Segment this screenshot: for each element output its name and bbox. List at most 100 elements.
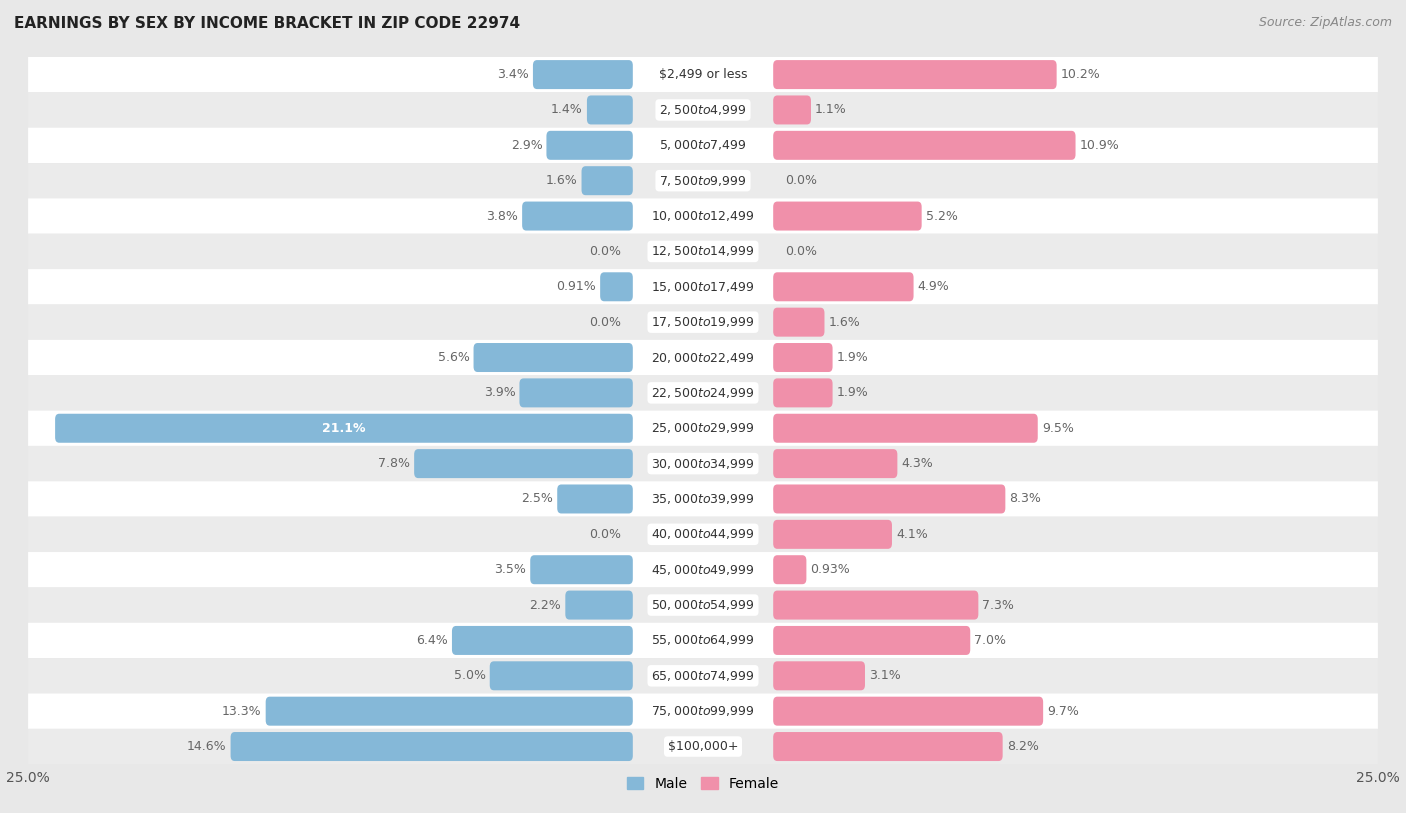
Text: $50,000 to $54,999: $50,000 to $54,999	[651, 598, 755, 612]
Text: 0.0%: 0.0%	[786, 174, 817, 187]
Text: Source: ZipAtlas.com: Source: ZipAtlas.com	[1258, 16, 1392, 29]
FancyBboxPatch shape	[28, 92, 1378, 128]
Text: 9.5%: 9.5%	[1042, 422, 1074, 435]
Text: 7.3%: 7.3%	[983, 598, 1014, 611]
FancyBboxPatch shape	[28, 623, 1378, 659]
Text: $7,500 to $9,999: $7,500 to $9,999	[659, 174, 747, 188]
Text: $17,500 to $19,999: $17,500 to $19,999	[651, 315, 755, 329]
FancyBboxPatch shape	[533, 60, 633, 89]
Legend: Male, Female: Male, Female	[621, 771, 785, 796]
FancyBboxPatch shape	[28, 481, 1378, 517]
Text: 8.3%: 8.3%	[1010, 493, 1042, 506]
Text: $55,000 to $64,999: $55,000 to $64,999	[651, 633, 755, 647]
Text: 13.3%: 13.3%	[222, 705, 262, 718]
FancyBboxPatch shape	[530, 555, 633, 585]
Text: 14.6%: 14.6%	[187, 740, 226, 753]
Text: 1.9%: 1.9%	[837, 351, 869, 364]
FancyBboxPatch shape	[773, 520, 891, 549]
Text: 1.9%: 1.9%	[837, 386, 869, 399]
Text: EARNINGS BY SEX BY INCOME BRACKET IN ZIP CODE 22974: EARNINGS BY SEX BY INCOME BRACKET IN ZIP…	[14, 16, 520, 31]
FancyBboxPatch shape	[565, 590, 633, 620]
FancyBboxPatch shape	[415, 449, 633, 478]
FancyBboxPatch shape	[266, 697, 633, 726]
Text: $65,000 to $74,999: $65,000 to $74,999	[651, 669, 755, 683]
FancyBboxPatch shape	[519, 378, 633, 407]
FancyBboxPatch shape	[773, 343, 832, 372]
Text: 7.8%: 7.8%	[378, 457, 411, 470]
Text: 6.4%: 6.4%	[416, 634, 449, 647]
Text: 3.5%: 3.5%	[495, 563, 526, 576]
FancyBboxPatch shape	[773, 307, 824, 337]
Text: 7.0%: 7.0%	[974, 634, 1007, 647]
FancyBboxPatch shape	[773, 485, 1005, 514]
Text: $20,000 to $22,499: $20,000 to $22,499	[651, 350, 755, 364]
FancyBboxPatch shape	[28, 517, 1378, 552]
FancyBboxPatch shape	[28, 446, 1378, 481]
Text: 10.9%: 10.9%	[1080, 139, 1119, 152]
FancyBboxPatch shape	[28, 729, 1378, 764]
FancyBboxPatch shape	[28, 587, 1378, 623]
Text: $30,000 to $34,999: $30,000 to $34,999	[651, 457, 755, 471]
Text: $10,000 to $12,499: $10,000 to $12,499	[651, 209, 755, 223]
Text: 0.93%: 0.93%	[810, 563, 851, 576]
FancyBboxPatch shape	[489, 661, 633, 690]
FancyBboxPatch shape	[557, 485, 633, 514]
FancyBboxPatch shape	[28, 411, 1378, 446]
FancyBboxPatch shape	[773, 555, 807, 585]
FancyBboxPatch shape	[28, 163, 1378, 198]
Text: 5.0%: 5.0%	[454, 669, 485, 682]
Text: $2,499 or less: $2,499 or less	[659, 68, 747, 81]
FancyBboxPatch shape	[773, 449, 897, 478]
Text: 9.7%: 9.7%	[1047, 705, 1078, 718]
FancyBboxPatch shape	[773, 414, 1038, 443]
Text: 5.2%: 5.2%	[925, 210, 957, 223]
Text: 4.3%: 4.3%	[901, 457, 934, 470]
FancyBboxPatch shape	[55, 414, 633, 443]
FancyBboxPatch shape	[773, 697, 1043, 726]
Text: 3.4%: 3.4%	[498, 68, 529, 81]
Text: 0.91%: 0.91%	[557, 280, 596, 293]
FancyBboxPatch shape	[28, 198, 1378, 234]
FancyBboxPatch shape	[773, 131, 1076, 160]
FancyBboxPatch shape	[28, 552, 1378, 587]
Text: 2.9%: 2.9%	[510, 139, 543, 152]
FancyBboxPatch shape	[231, 732, 633, 761]
Text: $100,000+: $100,000+	[668, 740, 738, 753]
FancyBboxPatch shape	[773, 661, 865, 690]
FancyBboxPatch shape	[582, 166, 633, 195]
FancyBboxPatch shape	[28, 375, 1378, 411]
Text: $2,500 to $4,999: $2,500 to $4,999	[659, 103, 747, 117]
Text: 0.0%: 0.0%	[786, 245, 817, 258]
Text: $40,000 to $44,999: $40,000 to $44,999	[651, 528, 755, 541]
FancyBboxPatch shape	[451, 626, 633, 655]
FancyBboxPatch shape	[773, 95, 811, 124]
Text: 1.4%: 1.4%	[551, 103, 583, 116]
FancyBboxPatch shape	[773, 378, 832, 407]
FancyBboxPatch shape	[28, 693, 1378, 729]
Text: $45,000 to $49,999: $45,000 to $49,999	[651, 563, 755, 576]
Text: 0.0%: 0.0%	[589, 245, 620, 258]
Text: $75,000 to $99,999: $75,000 to $99,999	[651, 704, 755, 718]
FancyBboxPatch shape	[773, 202, 922, 231]
Text: 10.2%: 10.2%	[1060, 68, 1101, 81]
FancyBboxPatch shape	[773, 732, 1002, 761]
Text: 4.1%: 4.1%	[896, 528, 928, 541]
FancyBboxPatch shape	[28, 269, 1378, 304]
FancyBboxPatch shape	[547, 131, 633, 160]
FancyBboxPatch shape	[522, 202, 633, 231]
Text: $15,000 to $17,499: $15,000 to $17,499	[651, 280, 755, 293]
Text: 2.2%: 2.2%	[530, 598, 561, 611]
FancyBboxPatch shape	[600, 272, 633, 302]
FancyBboxPatch shape	[773, 272, 914, 302]
Text: $25,000 to $29,999: $25,000 to $29,999	[651, 421, 755, 435]
Text: 2.5%: 2.5%	[522, 493, 553, 506]
FancyBboxPatch shape	[28, 128, 1378, 163]
FancyBboxPatch shape	[773, 60, 1057, 89]
Text: $35,000 to $39,999: $35,000 to $39,999	[651, 492, 755, 506]
Text: $5,000 to $7,499: $5,000 to $7,499	[659, 138, 747, 152]
Text: 21.1%: 21.1%	[322, 422, 366, 435]
Text: 0.0%: 0.0%	[589, 528, 620, 541]
Text: $12,500 to $14,999: $12,500 to $14,999	[651, 245, 755, 259]
FancyBboxPatch shape	[28, 234, 1378, 269]
Text: 0.0%: 0.0%	[589, 315, 620, 328]
